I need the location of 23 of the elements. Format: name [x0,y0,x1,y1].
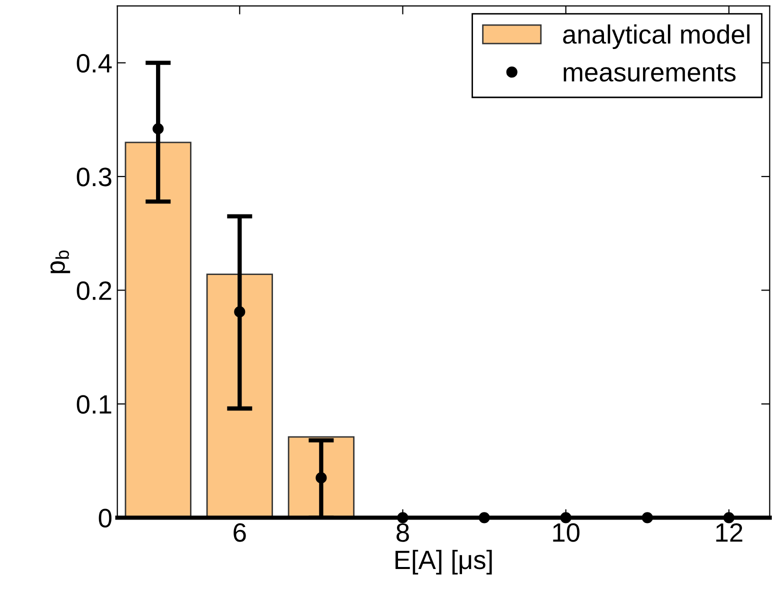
point [234,306,246,318]
x-axis-title: E[A] [μs] [396,550,492,574]
y-axis-title: p$_{b}$ [50,250,70,274]
bar [124,142,192,518]
point [560,512,572,524]
y-tick-label: 0.3 [76,168,112,186]
legend-label: analytical model [563,24,750,50]
point [152,123,164,134]
x-tick-label: 10 [553,523,580,542]
y-tick-label: 0 [98,508,112,528]
y-tick-label: 0.1 [76,395,112,414]
x-tick-label: 6 [234,523,246,542]
y-tick-label: 0.2 [76,281,112,300]
bar [288,436,355,518]
legend-label: measurements [564,64,736,82]
point [478,512,490,524]
point [642,512,653,524]
point [397,512,408,524]
point [316,472,327,484]
x-tick-label: 8 [396,523,409,542]
x-tick-label: 12 [716,523,742,542]
point [723,512,734,524]
y-tick-label: 0.4 [76,54,112,73]
